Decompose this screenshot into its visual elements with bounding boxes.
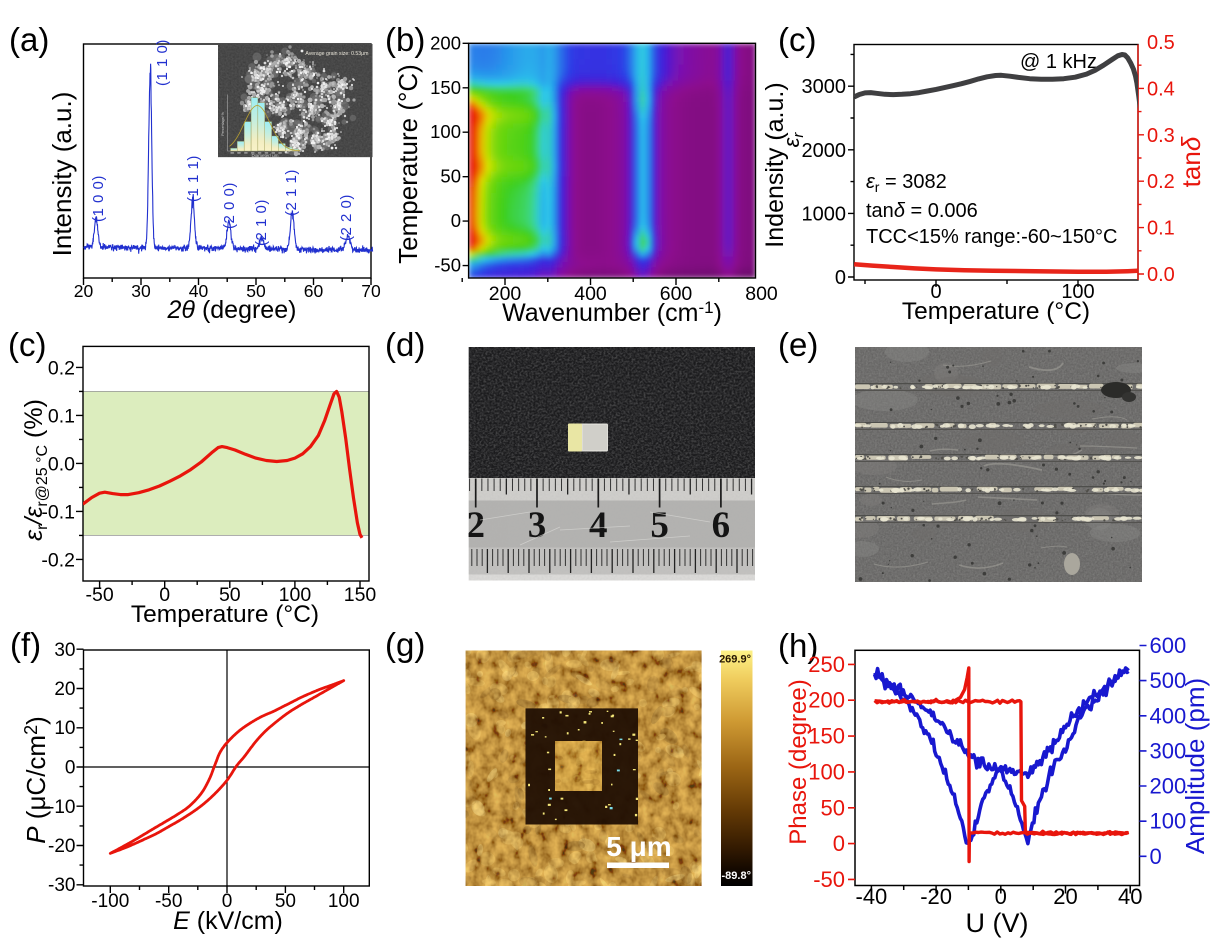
svg-text:100: 100 (328, 891, 360, 912)
svg-text:εr = 3082: εr = 3082 (866, 171, 947, 195)
svg-text:Diameter/ μm: Diameter/ μm (251, 153, 278, 158)
svg-text:0.2: 0.2 (1147, 171, 1175, 193)
svg-text:20: 20 (74, 281, 94, 301)
svg-text:-100: -100 (91, 891, 129, 912)
svg-text:0.3: 0.3 (1147, 125, 1175, 147)
svg-text:0: 0 (159, 584, 170, 606)
svg-text:-20: -20 (48, 836, 75, 857)
svg-text:Temperature (°C): Temperature (°C) (902, 298, 1090, 325)
svg-text:-30: -30 (48, 875, 75, 896)
svg-text:800: 800 (745, 283, 778, 305)
svg-text:3000: 3000 (802, 76, 847, 98)
svg-text:150: 150 (430, 77, 461, 98)
svg-text:50: 50 (219, 584, 241, 606)
svg-text:5: 5 (650, 505, 669, 546)
svg-text:Temperature (°C): Temperature (°C) (131, 601, 319, 628)
svg-text:60: 60 (304, 281, 324, 301)
svg-text:-0.2: -0.2 (41, 549, 75, 571)
svg-text:50: 50 (440, 166, 461, 187)
svg-text:Average grain size: 0.53μm: Average grain size: 0.53μm (305, 51, 368, 57)
svg-text:-50: -50 (155, 891, 182, 912)
svg-text:Wavenumber (cm-1): Wavenumber (cm-1) (502, 298, 722, 327)
svg-text:(c): (c) (8, 326, 46, 363)
svg-text:-50: -50 (434, 255, 461, 276)
svg-text:(a): (a) (9, 21, 49, 58)
svg-text:2θ (degree): 2θ (degree) (167, 296, 297, 324)
svg-text:0: 0 (222, 891, 233, 912)
svg-text:TCC<15% range:-60~150°C: TCC<15% range:-60~150°C (866, 226, 1117, 248)
svg-text:30: 30 (131, 281, 151, 301)
svg-text:50: 50 (275, 891, 296, 912)
svg-text:100: 100 (1061, 281, 1094, 303)
svg-text:P (μC/cm2): P (μC/cm2) (21, 716, 51, 844)
svg-text:100: 100 (279, 584, 312, 606)
svg-text:(1 1 0): (1 1 0) (154, 39, 171, 86)
svg-text:tanδ = 0.006: tanδ = 0.006 (866, 200, 978, 222)
svg-text:(f): (f) (10, 626, 41, 663)
svg-text:-50: -50 (86, 584, 114, 606)
svg-text:(2 1 0): (2 1 0) (253, 199, 270, 246)
svg-text:10: 10 (54, 718, 75, 739)
svg-text:200: 200 (430, 32, 461, 53)
svg-text:0.0: 0.0 (1147, 264, 1175, 286)
svg-text:-10: -10 (48, 797, 75, 818)
svg-text:(c): (c) (778, 21, 816, 58)
svg-text:(2 1 1): (2 1 1) (283, 169, 300, 216)
svg-text:Intensity (a.u.): Intensity (a.u.) (47, 92, 77, 257)
svg-text:200: 200 (489, 283, 522, 305)
svg-text:(1 0 0): (1 0 0) (90, 175, 107, 222)
svg-text:0.2: 0.2 (48, 357, 75, 379)
svg-text:εr/εr@25 °C (%): εr/εr@25 °C (%) (20, 399, 51, 541)
svg-text:tanδ: tanδ (1176, 136, 1206, 187)
svg-text:3: 3 (528, 505, 547, 546)
svg-text:0.0: 0.0 (48, 453, 75, 475)
svg-text:@ 1 kHz: @ 1 kHz (1020, 51, 1097, 73)
svg-text:400: 400 (574, 283, 607, 305)
svg-text:0: 0 (451, 210, 461, 231)
svg-text:50: 50 (246, 281, 266, 301)
svg-text:0: 0 (835, 267, 846, 289)
svg-text:(1 1 1): (1 1 1) (185, 155, 202, 202)
svg-text:20: 20 (54, 679, 75, 700)
svg-text:0.4: 0.4 (1147, 78, 1175, 100)
svg-text:2000: 2000 (802, 140, 847, 162)
svg-text:0.5: 0.5 (1147, 32, 1175, 54)
svg-text:0.1: 0.1 (1147, 218, 1175, 240)
svg-text:(g): (g) (385, 626, 425, 663)
svg-text:(d): (d) (385, 326, 425, 363)
svg-text:(b): (b) (385, 21, 425, 58)
svg-text:0.1: 0.1 (48, 405, 75, 427)
svg-text:Indensity (a.u.): Indensity (a.u.) (761, 82, 789, 247)
svg-text:150: 150 (344, 584, 377, 606)
svg-text:2: 2 (466, 505, 485, 546)
svg-text:0: 0 (65, 758, 76, 779)
svg-text:-0.1: -0.1 (41, 501, 75, 523)
svg-text:100: 100 (430, 121, 461, 142)
svg-text:6: 6 (712, 505, 731, 546)
svg-text:40: 40 (189, 281, 209, 301)
svg-text:4: 4 (589, 505, 608, 546)
svg-text:(2 2 0): (2 2 0) (338, 194, 355, 241)
svg-text:600: 600 (660, 283, 693, 305)
svg-text:70: 70 (361, 281, 381, 301)
svg-text:Temperature (°C): Temperature (°C) (393, 64, 423, 264)
svg-text:1000: 1000 (802, 203, 847, 225)
svg-text:(e): (e) (778, 326, 818, 363)
svg-text:0: 0 (930, 281, 941, 303)
svg-text:Percentage/ %: Percentage/ % (221, 111, 225, 135)
svg-text:(2 0 0): (2 0 0) (221, 182, 238, 229)
svg-text:E (kV/cm): E (kV/cm) (173, 907, 283, 935)
svg-text:30: 30 (54, 640, 75, 661)
